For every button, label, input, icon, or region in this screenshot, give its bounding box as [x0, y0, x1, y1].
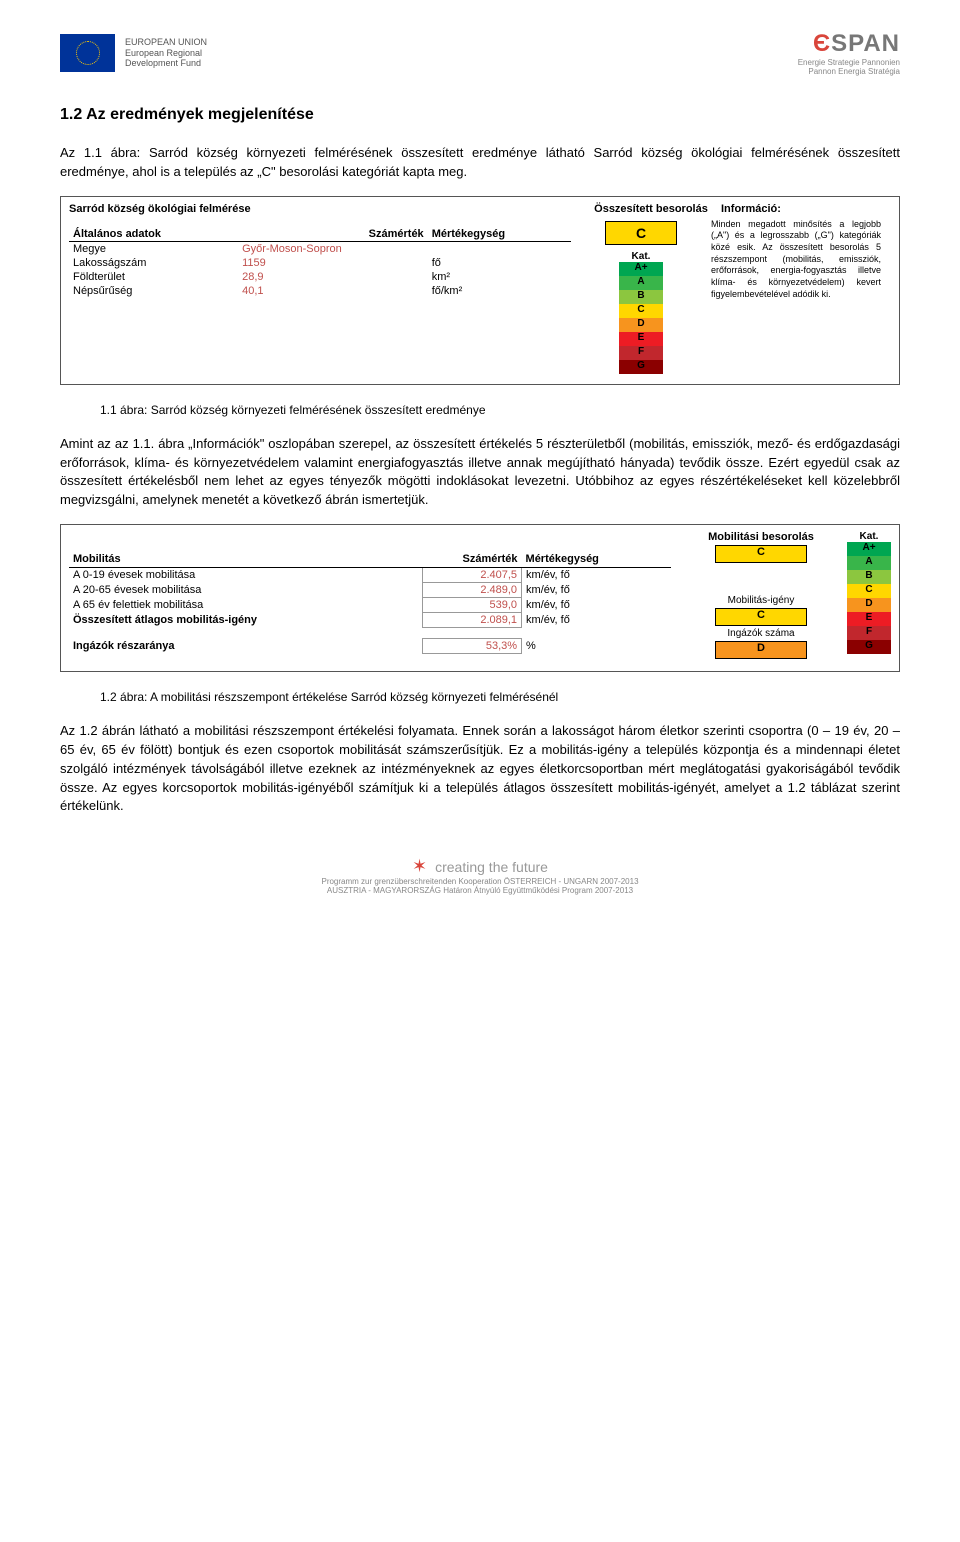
table-cell: Lakosságszám: [69, 256, 238, 270]
summary-panel: Sarród község ökológiai felmérése Összes…: [60, 196, 900, 385]
table-cell: fő: [428, 256, 571, 270]
table-cell: 28,9: [238, 270, 428, 284]
col-header: Általános adatok: [69, 227, 238, 242]
middle-paragraph: Amint az az 1.1. ábra „Információk" oszl…: [60, 435, 900, 510]
table-cell: 2.089,1: [423, 613, 522, 628]
kat-cell: B: [619, 290, 663, 304]
footer: ✶ creating the future Programm zur grenz…: [60, 856, 900, 895]
mobility-sub-badge: C: [715, 608, 807, 626]
table-cell: Megye: [69, 241, 238, 256]
footer-brand: creating the future: [435, 859, 548, 875]
section-title: 1.2 Az eredmények megjelenítése: [60, 106, 900, 124]
info-text: Minden megadott minősítés a legjobb („A"…: [711, 219, 881, 374]
eu-flag-icon: [60, 34, 115, 72]
panel-title: Sarród község ökológiai felmérése: [69, 203, 581, 215]
kat-cell: C: [847, 584, 891, 598]
table-cell: km²: [428, 270, 571, 284]
mobility-table: Mobilitás Számérték Mértékegység A 0-19 …: [69, 551, 671, 654]
table-cell: A 20-65 évesek mobilitása: [69, 583, 423, 598]
kat-cell: D: [847, 598, 891, 612]
table-cell: 40,1: [238, 284, 428, 298]
eu-logo-text: EUROPEAN UNION European Regional Develop…: [125, 37, 207, 69]
kat-cell: E: [847, 612, 891, 626]
table-cell: [428, 241, 571, 256]
kat-cell: F: [619, 346, 663, 360]
mobility-sub-label: Ingázók száma: [681, 628, 841, 639]
table-cell: Földterület: [69, 270, 238, 284]
espan-logo: ЄSPAN Energie Strategie Pannonien Pannon…: [798, 30, 900, 76]
kat-cell: A: [619, 276, 663, 290]
kat-heading: Kat.: [619, 251, 663, 262]
crossflags-icon: ✶: [412, 856, 427, 877]
kat-cell: G: [847, 640, 891, 654]
overall-grade-badge: C: [605, 221, 677, 245]
table-cell: 1159: [238, 256, 428, 270]
table-cell: Győr-Moson-Sopron: [238, 241, 428, 256]
table-cell: Összesített átlagos mobilitás-igény: [69, 613, 423, 628]
footer-line: Programm zur grenzüberschreitenden Koope…: [60, 877, 900, 886]
table-cell: km/év, fő: [522, 598, 671, 613]
col-header: Mértékegység: [428, 227, 571, 242]
col-header: Mobilitás: [69, 551, 423, 568]
header: EUROPEAN UNION European Regional Develop…: [60, 30, 900, 76]
figure1-caption: 1.1 ábra: Sarród község környezeti felmé…: [100, 403, 900, 417]
end-paragraph: Az 1.2 ábrán látható a mobilitási részsz…: [60, 722, 900, 816]
table-cell: 53,3%: [423, 639, 522, 654]
kat-cell: A+: [847, 542, 891, 556]
kat-cell: G: [619, 360, 663, 374]
intro-paragraph: Az 1.1 ábra: Sarród község környezeti fe…: [60, 144, 900, 182]
kat-cell: B: [847, 570, 891, 584]
mobility-grade-badge: C: [715, 545, 807, 563]
col-header: Számérték: [423, 551, 522, 568]
kat-cell: C: [619, 304, 663, 318]
col-header: Mértékegység: [522, 551, 671, 568]
table-cell: Ingázók részaránya: [69, 639, 423, 654]
kat-cell: A: [847, 556, 891, 570]
table-cell: 2.489,0: [423, 583, 522, 598]
table-cell: km/év, fő: [522, 613, 671, 628]
mobility-sub-label: Mobilitás-igény: [681, 595, 841, 606]
panel-info-label: Információ:: [721, 203, 891, 215]
kat-heading: Kat.: [847, 531, 891, 542]
mobility-legend-label: Mobilitási besorolás: [681, 531, 841, 543]
eu-logo: EUROPEAN UNION European Regional Develop…: [60, 34, 207, 72]
footer-line: AUSZTRIA - MAGYARORSZÁG Határon Átnyúló …: [60, 886, 900, 895]
table-cell: %: [522, 639, 671, 654]
mobility-sub-badge: D: [715, 641, 807, 659]
table-cell: Népsűrűség: [69, 284, 238, 298]
table-cell: A 65 év felettiek mobilitása: [69, 598, 423, 613]
general-data-table: Általános adatok Számérték Mértékegység …: [69, 227, 571, 298]
kat-cell: F: [847, 626, 891, 640]
kat-cell: E: [619, 332, 663, 346]
table-cell: 2.407,5: [423, 568, 522, 583]
col-header: Számérték: [238, 227, 428, 242]
panel-legend-label: Összesített besorolás: [581, 203, 721, 215]
figure2-caption: 1.2 ábra: A mobilitási részszempont érté…: [100, 690, 900, 704]
mobility-panel: Mobilitás Számérték Mértékegység A 0-19 …: [60, 524, 900, 672]
kat-cell: A+: [619, 262, 663, 276]
table-cell: km/év, fő: [522, 583, 671, 598]
table-cell: A 0-19 évesek mobilitása: [69, 568, 423, 583]
table-cell: km/év, fő: [522, 568, 671, 583]
kat-cell: D: [619, 318, 663, 332]
table-cell: 539,0: [423, 598, 522, 613]
table-cell: fő/km²: [428, 284, 571, 298]
